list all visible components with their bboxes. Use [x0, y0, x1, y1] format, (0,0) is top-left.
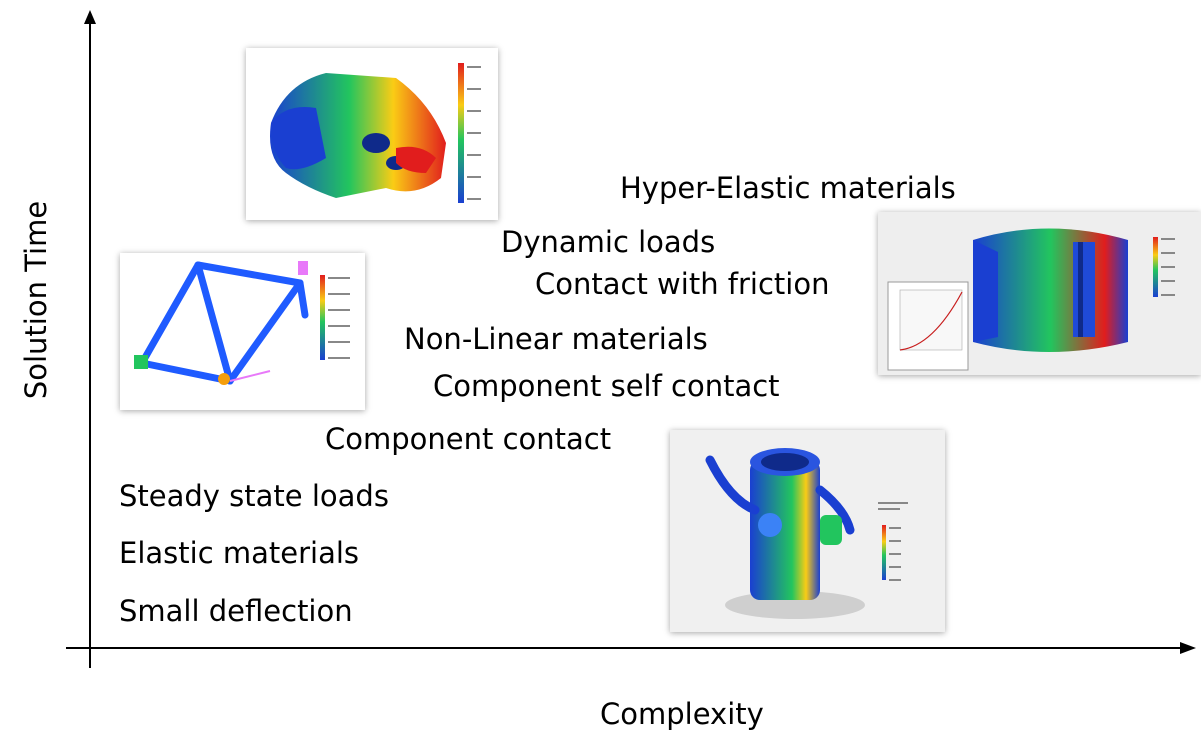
label-contact-with-friction: Contact with friction	[535, 267, 830, 301]
label-non-linear-materials: Non-Linear materials	[404, 322, 708, 356]
label-component-self-contact: Component self contact	[433, 369, 780, 403]
label-steady-state-loads: Steady state loads	[119, 479, 389, 513]
image-stress-plot-bushing	[878, 212, 1201, 375]
y-axis-arrowhead	[84, 10, 96, 24]
y-axis-label: Solution Time	[19, 200, 53, 400]
label-dynamic-loads: Dynamic loads	[501, 225, 716, 259]
label-component-contact: Component contact	[325, 422, 612, 456]
image-stress-plot-bike-frame	[120, 253, 365, 410]
image-stress-plot-casting	[246, 48, 498, 220]
label-elastic-materials: Elastic materials	[119, 536, 360, 570]
x-axis-arrowhead	[1180, 642, 1196, 654]
x-axis-label: Complexity	[600, 697, 764, 731]
label-small-deflection: Small deflection	[119, 594, 353, 628]
label-hyper-elastic-materials: Hyper-Elastic materials	[620, 171, 956, 205]
image-stress-plot-clamp	[670, 430, 945, 632]
